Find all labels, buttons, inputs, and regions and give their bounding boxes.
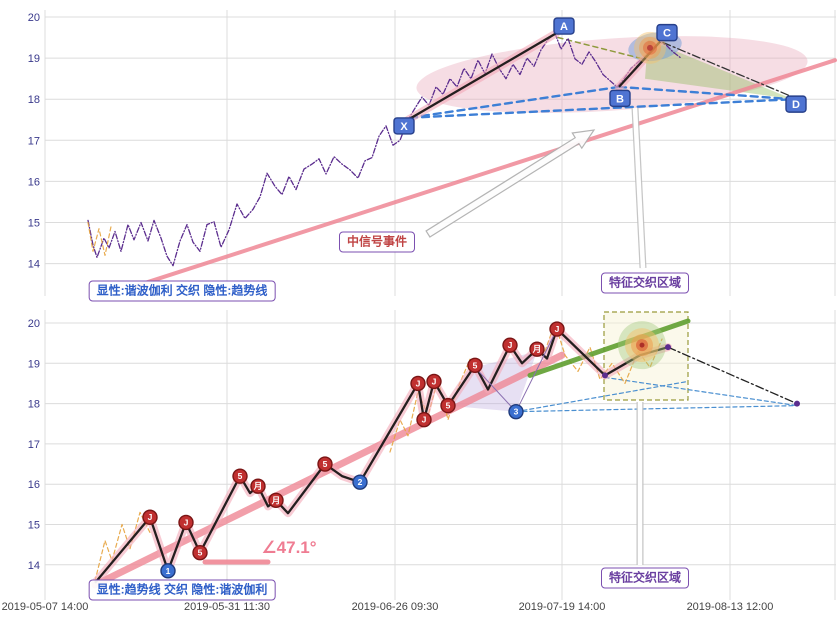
pivot-dot (665, 344, 671, 351)
y-tick: 19 (28, 53, 40, 65)
marker-red: 月 (271, 495, 281, 505)
y-tick: 17 (28, 439, 40, 451)
marker-red: 5 (238, 471, 243, 481)
marker-red: J (148, 512, 153, 522)
cd-dashdot (662, 41, 794, 98)
marker-red: 月 (532, 344, 542, 354)
marker-blue (160, 563, 176, 579)
feature-zone-label-top: 特征交织区域 (600, 272, 690, 294)
marker-red (467, 357, 483, 374)
marker-red (416, 412, 432, 428)
marker-blue (352, 474, 368, 490)
marker-red (426, 373, 442, 390)
heat-blob (647, 44, 653, 51)
price-line (87, 32, 682, 267)
marker-red (192, 545, 208, 561)
marker-red: 5 (473, 360, 478, 370)
marker-red (250, 478, 266, 494)
fan-dashed-1 (515, 380, 689, 413)
feature-zone-label-bottom: 特征交织区域 (600, 567, 690, 589)
y-tick: 17 (28, 135, 40, 147)
legend-top: 显性:谐波伽利 交织 隐性:趋势线 (88, 280, 276, 302)
point-B: B (616, 93, 624, 105)
point-A (553, 17, 575, 35)
marker-red (549, 321, 565, 337)
marker-blue: 1 (166, 566, 171, 576)
pivot-dot (794, 400, 800, 407)
x-tick: 2019-05-07 14:00 (2, 601, 89, 613)
x-tick: 2019-08-13 12:00 (687, 601, 774, 613)
point-X: X (400, 121, 408, 133)
x-tick: 2019-07-19 14:00 (519, 601, 606, 613)
fan-dashed-3 (515, 405, 798, 413)
legend-bottom: 显性:趋势线 交织 隐性:谐波伽利 (88, 579, 276, 601)
marker-red (440, 397, 456, 414)
x-tick: 2019-06-26 09:30 (352, 601, 439, 613)
xa-segment (407, 32, 557, 121)
y-tick: 16 (28, 176, 40, 188)
y-tick: 20 (28, 318, 40, 330)
marker-red (178, 514, 194, 531)
y-tick: 20 (28, 12, 40, 24)
marker-red (268, 492, 284, 509)
marker-red: J (555, 324, 560, 334)
signal-event-label: 中信号事件 (338, 231, 416, 253)
point-C: C (663, 28, 671, 40)
trend-line (133, 58, 837, 289)
point-B (609, 89, 631, 108)
marker-red (410, 375, 426, 392)
marker-blue (508, 403, 524, 420)
marker-red: J (416, 378, 421, 388)
orange-ghost (87, 221, 112, 256)
marker-blue: 3 (514, 407, 519, 417)
y-tick: 15 (28, 520, 40, 532)
marker-red: 5 (198, 548, 203, 558)
y-tick: 15 (28, 218, 40, 230)
point-X (393, 117, 415, 135)
signal-arrow (425, 129, 596, 238)
xd-dashed (408, 97, 795, 119)
xb-dashed (408, 85, 621, 119)
y-tick: 18 (28, 399, 40, 411)
y-tick: 14 (28, 259, 40, 271)
marker-red: 5 (323, 459, 328, 469)
pivot-dot (602, 372, 608, 379)
point-D: D (792, 99, 800, 111)
signal-band (632, 107, 646, 269)
x-tick: 2019-05-31 11:30 (184, 601, 270, 613)
y-tick: 18 (28, 94, 40, 106)
y-tick: 19 (28, 358, 40, 370)
marker-red: 5 (446, 401, 451, 411)
marker-red: J (422, 415, 427, 425)
marker-blue: 2 (358, 477, 363, 487)
point-D (785, 95, 807, 113)
bd-dashed (617, 85, 795, 101)
angle-annotation: ∠47.1° (261, 538, 317, 557)
marker-red (317, 456, 333, 472)
olive-dashed (557, 36, 649, 61)
marker-red (529, 341, 545, 357)
fan-dashed-2 (604, 376, 798, 407)
point-A: A (560, 21, 568, 33)
orange-ghost-1 (94, 511, 151, 582)
main-zigzag (91, 325, 672, 587)
marker-red: J (508, 340, 513, 350)
y-tick: 14 (28, 560, 40, 572)
y-tick: 16 (28, 479, 40, 491)
marker-red (232, 468, 248, 484)
point-C (656, 23, 678, 42)
heat-blob (639, 342, 645, 348)
marker-red (142, 509, 158, 525)
marker-red (502, 337, 518, 353)
right-dashdot (667, 346, 798, 405)
marker-red: J (432, 376, 437, 386)
marker-red: 月 (253, 481, 263, 491)
marker-red: J (184, 517, 189, 527)
green-trend (527, 318, 691, 378)
